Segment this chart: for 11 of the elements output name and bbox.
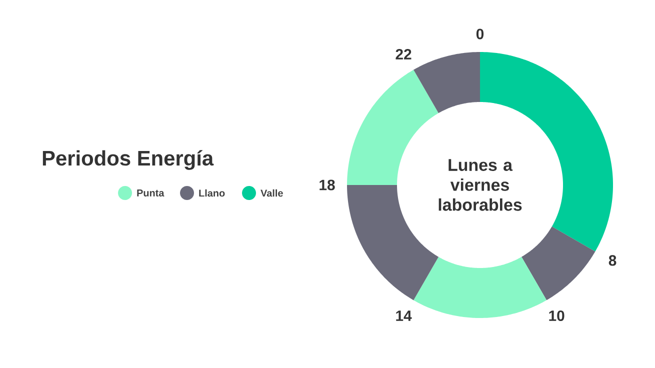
text: 22 [396, 48, 412, 60]
legend-label: Valle [260, 189, 283, 197]
text: 18 [320, 180, 335, 190]
legend-label: Punta [137, 190, 164, 196]
text: 10 [549, 310, 564, 322]
text: 0 [476, 28, 484, 40]
text: Periodos Energía [42, 150, 214, 170]
text: 8 [608, 255, 616, 266]
legend-label: Llano [199, 189, 225, 197]
text: 14 [396, 310, 412, 321]
text: Lunes a viernes laborables [438, 159, 522, 211]
